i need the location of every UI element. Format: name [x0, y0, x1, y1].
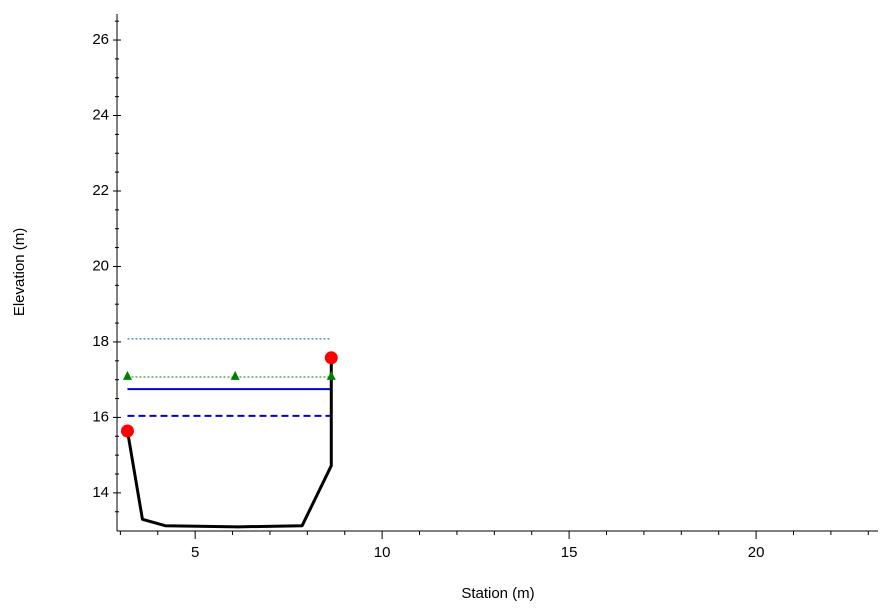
y-tick-label: 20 — [92, 257, 109, 274]
y-tick-label: 22 — [92, 182, 109, 199]
marker — [324, 351, 338, 365]
series-line — [125, 357, 333, 529]
marker — [230, 370, 240, 380]
marker — [122, 370, 132, 380]
y-tick-label: 24 — [92, 106, 109, 123]
marker — [120, 424, 134, 438]
x-axis-label: Station (m) — [461, 585, 534, 602]
y-tick-label: 26 — [92, 31, 109, 48]
x-tick-label: 5 — [191, 544, 199, 561]
x-tick-label: 15 — [561, 544, 578, 561]
y-tick-label: 16 — [92, 408, 109, 425]
y-axis-label: Elevation (m) — [11, 228, 28, 316]
x-tick-label: 10 — [374, 544, 391, 561]
x-tick-label: 20 — [748, 544, 765, 561]
y-tick-label: 14 — [92, 484, 109, 501]
y-tick-label: 18 — [92, 333, 109, 350]
marker — [326, 370, 336, 380]
